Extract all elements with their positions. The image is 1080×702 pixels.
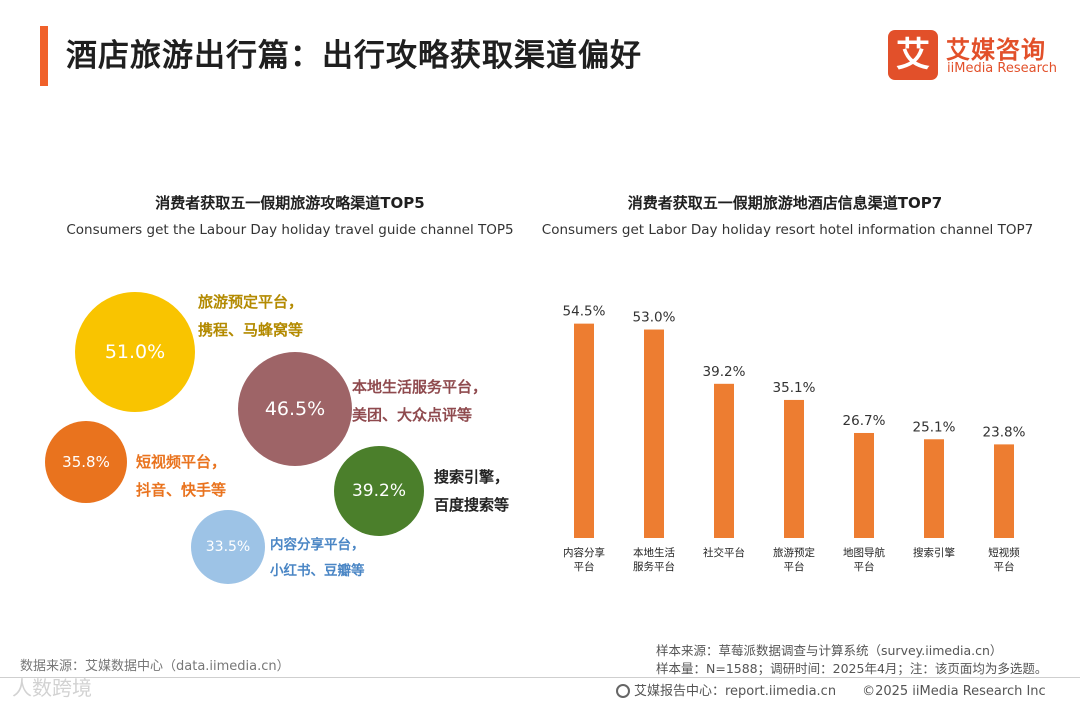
report-center-row: 艾媒报告中心：report.iimedia.cn ©2025 iiMedia Re…	[616, 680, 1046, 699]
bar-value-label: 53.0%	[633, 310, 676, 326]
bubble-label-line: 短视频平台，	[136, 453, 227, 471]
page-title: 酒店旅游出行篇：出行攻略获取渠道偏好	[66, 38, 642, 74]
iimedia-logo: 艾 艾媒咨询 iiMedia Research	[888, 30, 1064, 82]
category-label: 搜索引擎	[913, 546, 955, 559]
bar-value-label: 54.5%	[563, 304, 606, 320]
category-label: 地图导航	[843, 546, 885, 559]
bubble-label-line: 旅游预定平台，	[198, 293, 304, 311]
bubble-short-video: 35.8%	[45, 421, 127, 503]
left-chart-title: 消费者获取五一假期旅游攻略渠道TOP5	[155, 194, 425, 212]
bar-1	[644, 329, 664, 538]
category-label: 旅游预定	[773, 546, 815, 559]
bubble-label-search-engine: 搜索引擎， 百度搜索等	[434, 463, 509, 519]
title-accent-bar	[40, 26, 48, 86]
bar-6	[994, 444, 1014, 538]
logo-mark-icon: 艾	[888, 30, 938, 80]
copyright: ©2025 iiMedia Research Inc	[862, 684, 1046, 699]
bubble-label-line: 搜索引擎，	[434, 468, 510, 486]
bubble-label-line: 抖音、快手等	[136, 481, 227, 499]
bubble-label-line: 百度搜索等	[434, 496, 510, 514]
bar-value-label: 25.1%	[913, 419, 956, 435]
category-label: 短视频	[988, 546, 1020, 559]
bubble-label-line: 携程、马蜂窝等	[198, 321, 304, 339]
category-label: 内容分享	[563, 546, 605, 559]
bubble-label-line: 美团、大众点评等	[352, 406, 473, 424]
bar-5	[924, 439, 944, 538]
bar-chart: 54.5%内容分享平台53.0%本地生活服务平台39.2%社交平台35.1%旅游…	[563, 304, 1026, 573]
bar-value-label: 35.1%	[773, 380, 816, 396]
category-label: 平台	[854, 560, 875, 573]
data-source: 数据来源：艾媒数据中心（data.iimedia.cn）	[20, 659, 290, 674]
logo-english-name: iiMedia Research	[947, 61, 1058, 76]
bar-value-label: 39.2%	[703, 364, 746, 380]
footer-divider	[0, 677, 1080, 678]
bubble-label-line: 本地生活服务平台，	[352, 378, 488, 396]
bubble-local-life: 46.5%	[238, 352, 352, 466]
sample-size-note: 样本量：N=1588；调研时间：2025年4月；注：该页面均为多选题。	[656, 661, 1048, 676]
category-label: 平台	[994, 560, 1015, 573]
bar-3	[784, 399, 804, 538]
category-label: 平台	[784, 560, 805, 573]
category-label: 社交平台	[703, 546, 745, 559]
bubble-travel-booking: 51.0%	[75, 292, 195, 412]
bubble-label-line: 小红书、豆瓣等	[270, 563, 365, 579]
category-label: 服务平台	[633, 560, 675, 573]
bar-2	[714, 383, 734, 538]
bubble-label-local-life: 本地生活服务平台， 美团、大众点评等	[352, 373, 487, 429]
right-chart-title: 消费者获取五一假期旅游地酒店信息渠道TOP7	[627, 194, 943, 212]
bubble-content-sharing: 33.5%	[191, 510, 265, 584]
bubble-label-line: 内容分享平台，	[270, 537, 365, 553]
logo-chinese-name: 艾媒咨询	[946, 36, 1046, 64]
sample-source-note: 样本来源：草莓派数据调查与计算系统（survey.iimedia.cn）	[656, 643, 1003, 658]
globe-icon	[616, 684, 630, 698]
category-label: 本地生活	[633, 546, 675, 559]
bar-4	[854, 432, 874, 538]
category-label: 平台	[574, 560, 595, 573]
bar-0	[574, 323, 594, 538]
bar-value-label: 23.8%	[983, 424, 1026, 440]
bubble-label-travel-booking: 旅游预定平台， 携程、马蜂窝等	[198, 288, 303, 344]
bar-value-label: 26.7%	[843, 413, 886, 429]
left-chart-subtitle: Consumers get the Labour Day holiday tra…	[66, 222, 514, 238]
bubble-search-engine: 39.2%	[334, 446, 424, 536]
bubble-label-short-video: 短视频平台， 抖音、快手等	[136, 448, 226, 504]
watermark: 人数跨境	[12, 676, 92, 700]
report-center-link[interactable]: 艾媒报告中心：report.iimedia.cn	[634, 684, 837, 699]
bubble-label-content-sharing: 内容分享平台， 小红书、豆瓣等	[270, 532, 365, 584]
right-chart-subtitle: Consumers get Labor Day holiday resort h…	[541, 222, 1034, 238]
